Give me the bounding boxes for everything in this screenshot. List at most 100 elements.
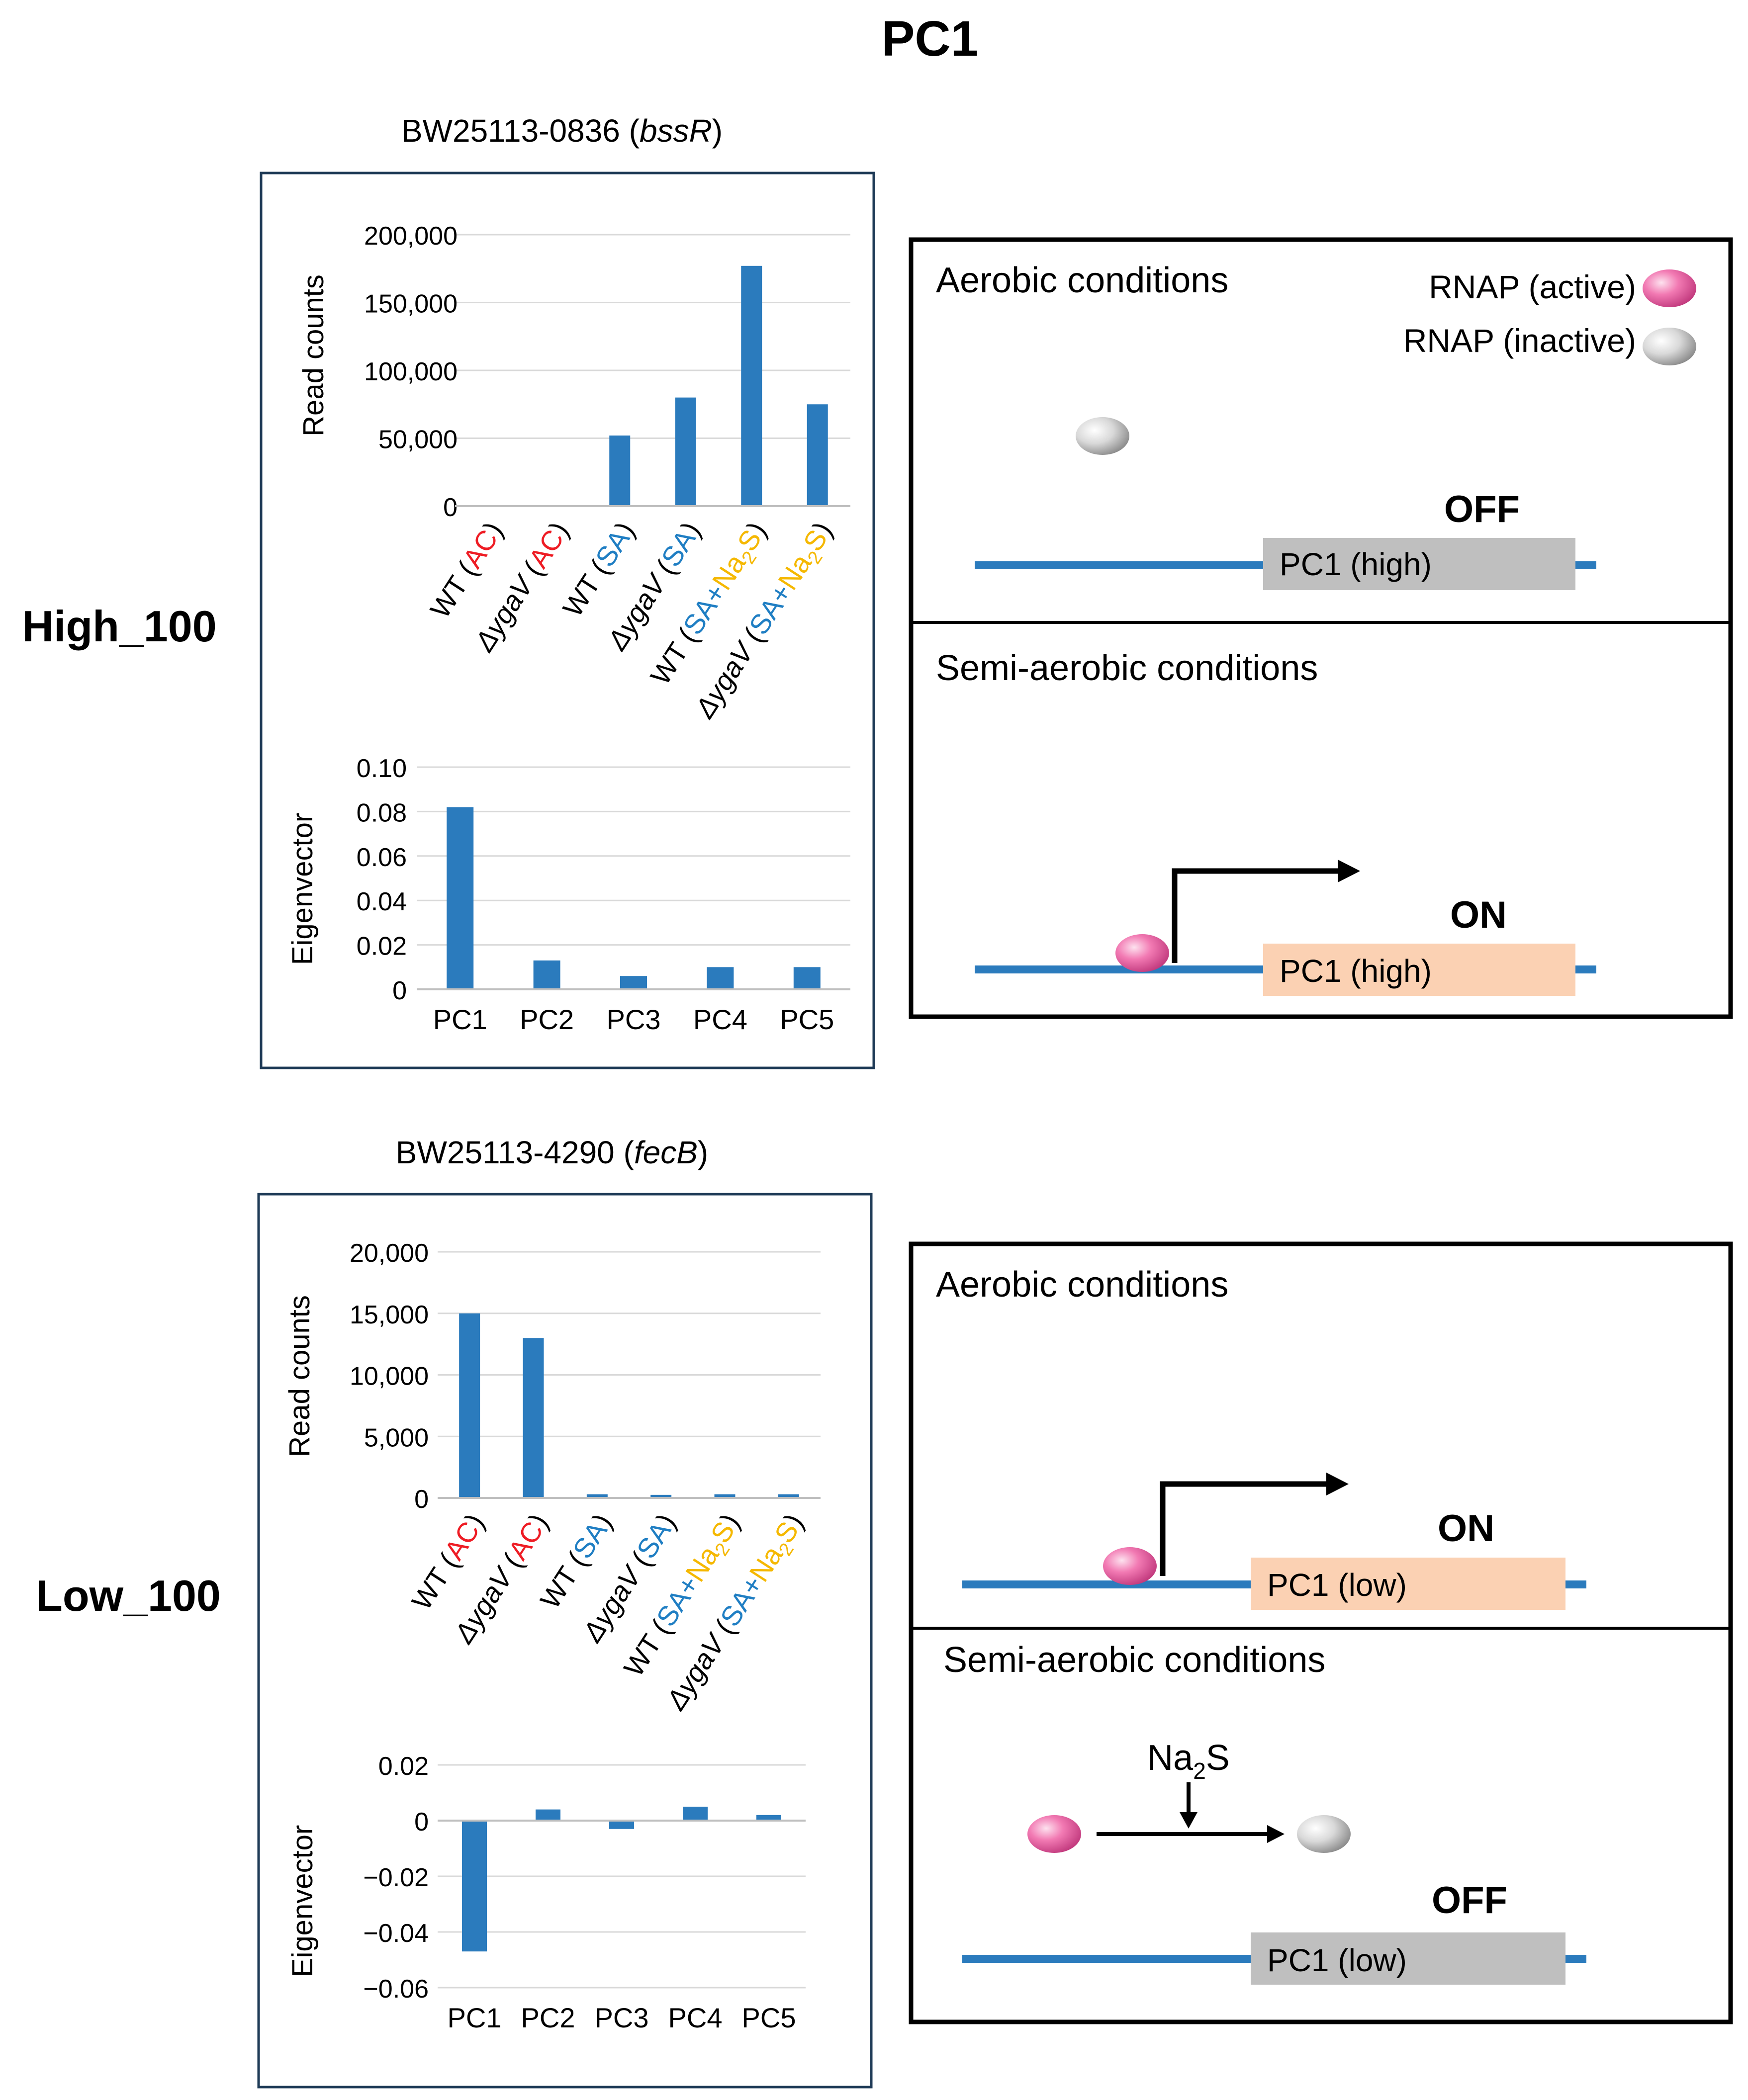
arrow-head [1267,1825,1285,1843]
rnap-active-icon [1027,1815,1081,1853]
bar [609,1821,634,1829]
y-tick-label: 150,000 [364,290,458,319]
gene-title-suffix: ) [712,113,723,149]
arrow-head [1326,1473,1349,1495]
legend-inactive-label: RNAP (inactive) [1403,322,1636,359]
row-high: High_100 BW25113-0836 (bssR) 0 50,000 100,… [22,113,1733,1069]
y-tick-label: 0 [392,976,407,1005]
transcription-arrow [1160,1481,1336,1576]
state-label: OFF [1444,488,1520,530]
y-tick-label: 10,000 [350,1362,429,1391]
y-tick-label: 50,000 [378,426,458,454]
bar [447,807,474,989]
schematic-box [909,1241,1733,2024]
inhibitor-sub: 2 [1193,1758,1206,1784]
gene-box [1263,538,1575,590]
gene-title-gene: fecB [634,1135,698,1170]
state-label: OFF [1432,1879,1507,1922]
y-tick-label: −0.04 [363,1919,429,1948]
gene-box [1263,944,1575,996]
chart-box [257,1193,873,2089]
gene-title: BW25113-0836 (bssR) [401,113,723,149]
y-tick-label: 100,000 [364,357,458,386]
x-tick-label: PC5 [780,1004,834,1035]
bar [462,1821,487,1952]
bar [683,1807,708,1821]
bar [793,967,821,989]
rnap-inactive-icon [1076,417,1129,455]
y-tick-label: 0 [414,1485,429,1514]
bar [756,1815,781,1821]
y-tick-label: −0.02 [363,1863,429,1892]
x-tick-label: PC5 [742,2002,796,2033]
transcription-arrow [1172,868,1348,963]
y-tick-label: 0.06 [357,843,407,872]
bar [459,1313,480,1498]
arrow-head [1180,1812,1197,1829]
gene-title-prefix: BW25113-4290 ( [396,1135,634,1170]
bar [536,1809,560,1821]
bar [714,1494,736,1498]
y-tick-label: 0.08 [357,798,407,827]
x-tick-label: PC3 [595,2002,649,2033]
gene-title: BW25113-4290 (fecB) [396,1135,708,1170]
figure-title: PC1 [882,11,979,67]
rnap-active-icon [1115,934,1169,972]
x-tick-label: PC4 [693,1004,747,1035]
x-tick-label: PC2 [521,2002,575,2033]
chart-box [260,172,875,1069]
x-tick-label: PC3 [607,1004,661,1035]
y-tick-label: 0.04 [357,887,407,916]
rnap-active-icon [1643,269,1696,307]
bar [533,960,560,989]
y-tick-label: 0.02 [357,932,407,961]
y-tick-label: 20,000 [350,1239,429,1268]
y-axis-label: Eigenvector [286,813,319,965]
gene-title-prefix: BW25113-0836 ( [401,113,640,149]
y-tick-label: 0.10 [357,754,407,783]
x-tick-label: PC4 [668,2002,723,2033]
x-tick-label: PC2 [520,1004,574,1035]
legend-active-label: RNAP (active) [1429,268,1636,305]
bar [586,1494,608,1498]
rnap-inactive-icon [1643,328,1696,365]
bar [741,265,762,506]
panel-title: Semi-aerobic conditions [943,1640,1325,1680]
eigenvector-chart: 0 0.02 0.04 0.06 0.08 0.10 PC1 PC2 PC3 PC4 PC5 [357,754,850,1035]
bar [675,397,696,506]
y-tick-label: 0 [443,493,458,522]
bar [650,1494,672,1498]
gene-box [1251,1932,1565,1985]
x-tick-label: PC1 [433,1004,487,1035]
x-tick-label: PC1 [448,2002,502,2033]
bar [807,404,828,506]
gene-title-gene: bssR [640,113,712,149]
state-label: ON [1450,894,1507,936]
gene-label: PC1 (low) [1267,1942,1407,1978]
y-tick-label: 5,000 [364,1423,429,1452]
inhibitor-base: Na [1147,1738,1194,1778]
rnap-active-icon [1103,1547,1157,1585]
gene-label: PC1 (high) [1280,546,1432,582]
bar [620,976,647,989]
row-label: High_100 [22,602,216,651]
y-axis-label: Read counts [283,1295,316,1457]
panel-title: Aerobic conditions [936,1265,1228,1305]
row-label: Low_100 [36,1571,221,1620]
bar [523,1338,544,1498]
arrow-head [1338,860,1360,882]
panel-title: Aerobic conditions [936,261,1228,300]
y-axis-label: Eigenvector [286,1825,319,1977]
bar [707,967,734,989]
y-tick-label: −0.06 [363,1975,429,2004]
state-label: ON [1438,1507,1494,1550]
row-low: Low_100 BW25113-4290 (fecB) 0 5,000 10,000… [36,1135,1733,2089]
y-tick-label: 0.02 [378,1752,429,1781]
bar [778,1494,799,1498]
schematic-box [909,237,1733,1019]
y-axis-label: Read counts [297,274,330,437]
panel-title: Semi-aerobic conditions [936,648,1318,688]
